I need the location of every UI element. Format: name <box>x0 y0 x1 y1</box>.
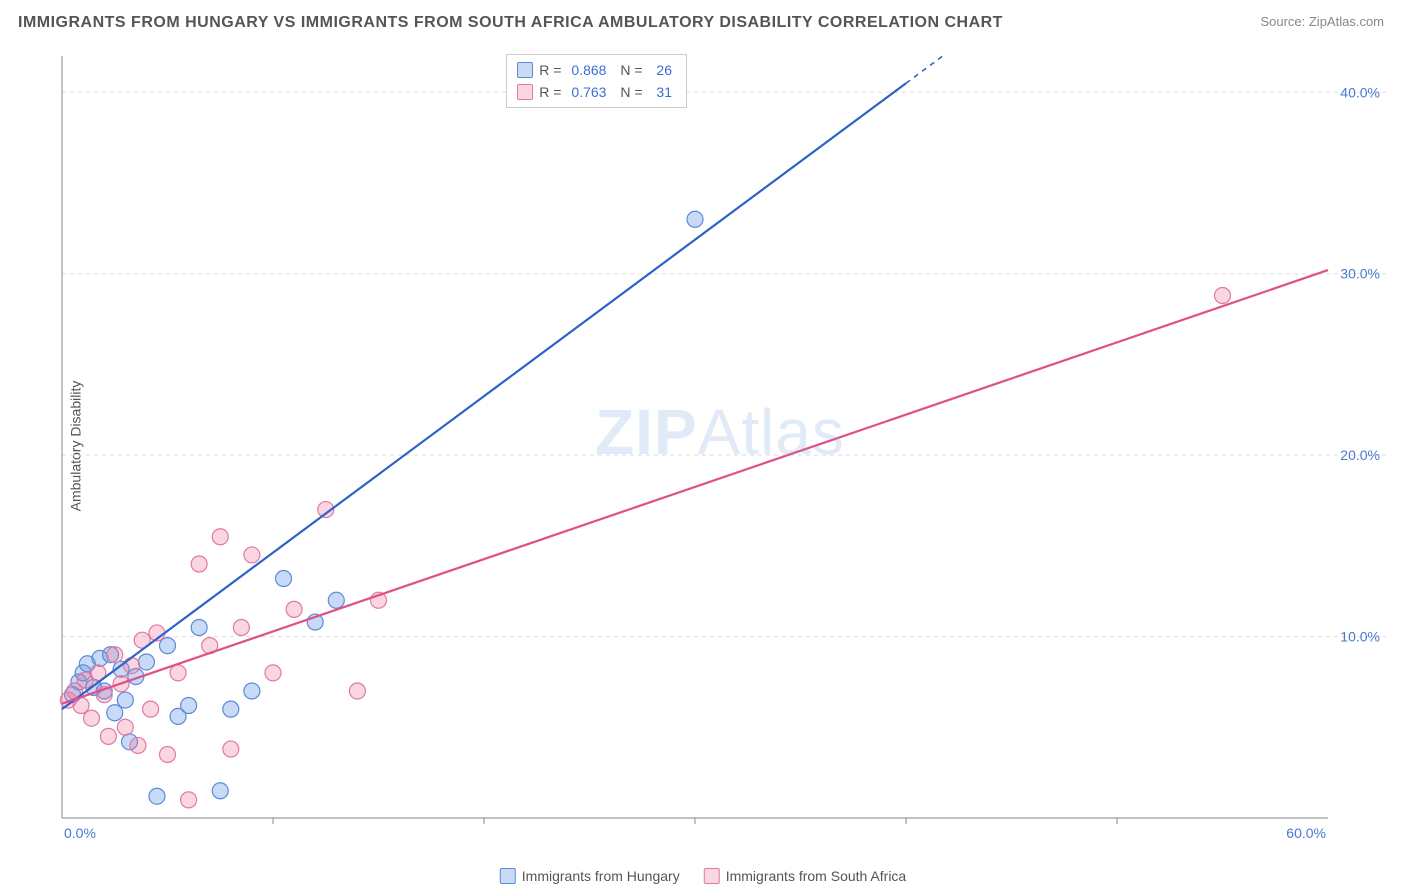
series-legend: Immigrants from Hungary Immigrants from … <box>500 868 906 884</box>
legend-label-south-africa: Immigrants from South Africa <box>726 868 907 884</box>
legend-item-south-africa: Immigrants from South Africa <box>704 868 907 884</box>
stat-r-value: 0.868 <box>571 62 606 78</box>
stats-swatch <box>517 62 533 78</box>
chart-title: IMMIGRANTS FROM HUNGARY VS IMMIGRANTS FR… <box>18 14 1003 32</box>
stat-n-label: N = <box>616 84 642 100</box>
stat-n-label: N = <box>616 62 642 78</box>
stat-r-value: 0.763 <box>571 84 606 100</box>
source-credit: Source: ZipAtlas.com <box>1260 14 1384 29</box>
legend-swatch-blue <box>500 868 516 884</box>
stat-r-label: R = <box>539 62 561 78</box>
legend-item-hungary: Immigrants from Hungary <box>500 868 680 884</box>
stat-n-value: 31 <box>653 84 672 100</box>
stats-row: R = 0.868 N = 26 <box>517 59 676 81</box>
svg-text:20.0%: 20.0% <box>1340 447 1380 463</box>
legend-label-hungary: Immigrants from Hungary <box>522 868 680 884</box>
stat-n-value: 26 <box>653 62 672 78</box>
scatter-chart-svg: 10.0% 20.0% 30.0% 40.0% 0.0% 60.0% <box>52 48 1388 848</box>
stats-row: R = 0.763 N = 31 <box>517 81 676 103</box>
svg-text:40.0%: 40.0% <box>1340 84 1380 100</box>
stat-r-label: R = <box>539 84 561 100</box>
svg-text:10.0%: 10.0% <box>1340 629 1380 645</box>
svg-text:0.0%: 0.0% <box>64 825 96 841</box>
svg-text:30.0%: 30.0% <box>1340 266 1380 282</box>
legend-swatch-pink <box>704 868 720 884</box>
stats-swatch <box>517 84 533 100</box>
plot-area: 10.0%20.0%30.0%40.0%0.0%60.0% ZIPAtlas R… <box>52 48 1388 848</box>
stats-legend: R = 0.868 N = 26R = 0.763 N = 31 <box>506 54 687 108</box>
svg-text:60.0%: 60.0% <box>1286 825 1326 841</box>
